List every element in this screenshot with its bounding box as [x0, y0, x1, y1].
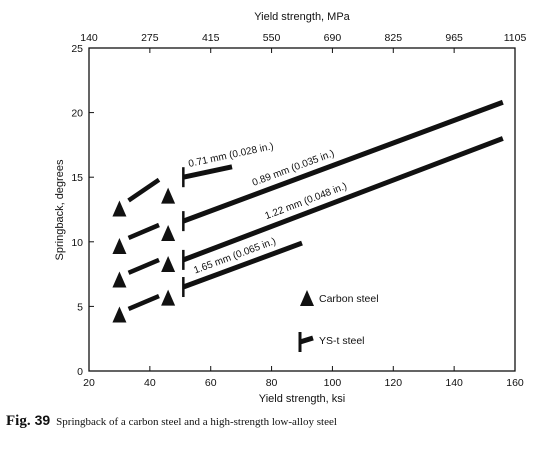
- y-tick-label: 5: [77, 301, 83, 313]
- carbon-steel-marker: [161, 187, 176, 204]
- y-tick-label: 25: [71, 43, 83, 55]
- springback-chart: Yield strength, MPa Yield strength, ksi …: [54, 11, 526, 405]
- legend-carbon-steel-label: Carbon steel: [319, 293, 379, 305]
- ysts-line: [182, 240, 303, 290]
- x-tick-label: 120: [385, 377, 403, 389]
- top-tick-label: 550: [263, 32, 281, 44]
- caption-fig-prefix: Fig.: [6, 413, 31, 429]
- legend-ysts-label: YS-t steel: [319, 335, 365, 347]
- caption-fig-number: 39: [34, 412, 51, 428]
- x-tick-label: 160: [506, 377, 524, 389]
- x-tick-label: 80: [266, 377, 278, 389]
- x-tick-label: 140: [445, 377, 463, 389]
- top-tick-label: 415: [202, 32, 220, 44]
- x-tick-label: 100: [324, 377, 342, 389]
- ysts-line: [182, 136, 504, 263]
- top-tick-label: 1105: [504, 32, 527, 44]
- carbon-steel-marker: [112, 237, 127, 254]
- x-tick-label: 40: [144, 377, 156, 389]
- carbon-steel-marker: [161, 225, 176, 242]
- series-layer: 0.71 mm (0.028 in.)0.89 mm (0.035 in.)1.…: [112, 99, 504, 323]
- x-tick-label: 60: [205, 377, 217, 389]
- ysts-line: [182, 164, 233, 180]
- carbon-steel-line: [127, 222, 160, 240]
- carbon-steel-marker: [112, 306, 127, 323]
- legend-ysts-line: [299, 335, 314, 345]
- bottom-axis-title: Yield strength, ksi: [259, 393, 345, 405]
- y-tick-label: 15: [71, 172, 83, 184]
- y-tick-label: 10: [71, 237, 83, 249]
- y-tick-label: 0: [77, 366, 83, 378]
- carbon-steel-line: [127, 293, 160, 312]
- figure-caption: Fig. 39 Springback of a carbon steel and a…: [6, 412, 534, 430]
- x-tick-label: 20: [83, 377, 95, 389]
- y-tick-label: 20: [71, 108, 83, 120]
- carbon-steel-marker: [112, 200, 127, 217]
- top-axis-title: Yield strength, MPa: [254, 11, 350, 23]
- legend-carbon-steel-triangle: [300, 290, 314, 306]
- carbon-steel-line: [127, 177, 161, 203]
- top-tick-label: 825: [385, 32, 403, 44]
- carbon-steel-marker: [161, 289, 176, 306]
- plot-frame: [88, 47, 516, 372]
- carbon-steel-line: [127, 257, 160, 275]
- legend: Carbon steel YS-t steel: [298, 290, 379, 352]
- ysts-line: [182, 99, 504, 224]
- top-tick-label: 140: [80, 32, 98, 44]
- carbon-steel-marker: [112, 271, 127, 288]
- y-axis-title: Springback, degrees: [54, 159, 66, 260]
- top-tick-label: 965: [445, 32, 463, 44]
- caption-text: Springback of a carbon steel and a high-…: [56, 416, 337, 428]
- carbon-steel-marker: [161, 256, 176, 273]
- top-tick-label: 690: [324, 32, 342, 44]
- top-tick-label: 275: [141, 32, 159, 44]
